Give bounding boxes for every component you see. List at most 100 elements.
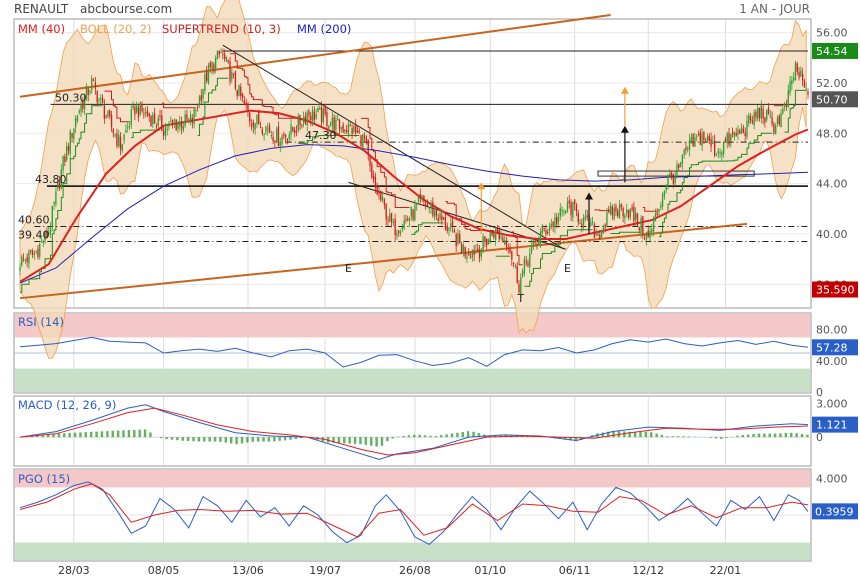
candle-body [94, 82, 97, 89]
candle-body [796, 63, 798, 72]
candle-body [778, 115, 780, 125]
candle-body [65, 146, 68, 160]
candle-body [593, 224, 596, 238]
candle-body [487, 239, 490, 245]
candle-body [22, 258, 25, 260]
candle-body [800, 70, 802, 77]
candle-body [423, 195, 425, 202]
candle-body [453, 229, 456, 233]
candle-body [647, 230, 649, 238]
candle-body [28, 251, 30, 264]
candle-body [308, 110, 310, 116]
mm200-line [19, 144, 809, 284]
candle-body [177, 123, 179, 129]
candle-body [676, 164, 678, 176]
macd-histogram-bar [606, 431, 610, 438]
candle-body [292, 127, 294, 132]
candle-body [256, 115, 258, 124]
macd-histogram-bar [192, 437, 195, 442]
candle-body [206, 71, 208, 81]
candle-body [617, 210, 619, 217]
candle-body [71, 133, 73, 138]
macd-y-tick: 0 [816, 431, 823, 444]
candle-body [24, 259, 27, 261]
candle-body [35, 250, 37, 252]
macd-histogram-bar [251, 437, 254, 442]
candle-body [600, 231, 603, 237]
macd-histogram-bar [800, 433, 804, 438]
x-tick-label: 01/10 [474, 564, 506, 577]
level-label: 47.30 [305, 129, 337, 142]
candle-body [726, 133, 728, 144]
candle-body [268, 125, 271, 133]
candle-body [74, 118, 77, 128]
macd-histogram-bar [633, 431, 637, 438]
macd-histogram-bar [434, 435, 438, 438]
candle-body [518, 284, 520, 293]
candle-body [525, 260, 527, 263]
candle-body [733, 132, 736, 137]
candle-body [227, 59, 229, 62]
x-tick-label: 08/05 [148, 564, 180, 577]
candle-body [642, 216, 644, 236]
macd-histogram-bar [176, 437, 179, 441]
candle-body [441, 215, 443, 220]
candle-body [762, 108, 764, 119]
candle-body [189, 114, 192, 121]
pgo-signal-line [19, 483, 809, 538]
candle-body [37, 248, 39, 257]
candle-body [141, 105, 143, 112]
supertrend-segment [594, 209, 609, 212]
candle-body [498, 229, 500, 240]
candle-body [250, 123, 253, 125]
candle-body [44, 230, 46, 241]
candle-body [520, 277, 522, 296]
macd-histogram-bar [133, 429, 136, 438]
macd-histogram-bar [391, 437, 394, 439]
candle-body [455, 234, 457, 247]
candle-body [694, 137, 696, 147]
candle-body [643, 238, 646, 240]
candle-body [719, 152, 721, 154]
macd-histogram-bar [375, 437, 378, 447]
macd-y-tick: 3.000 [816, 398, 848, 411]
candle-body [688, 140, 691, 151]
candle-body [304, 115, 307, 124]
candle-body [130, 109, 132, 125]
candle-body [435, 210, 438, 216]
candle-body [561, 210, 563, 212]
candle-body [51, 205, 53, 226]
candle-body [552, 221, 554, 228]
candle-body [477, 248, 479, 251]
macd-histogram-bar [359, 437, 362, 445]
candle-body [232, 74, 235, 76]
candle-body [100, 97, 102, 100]
candle-body [175, 119, 177, 131]
candle-body [82, 101, 84, 109]
candle-body [89, 90, 91, 93]
candle-body [419, 194, 421, 199]
macd-histogram-bar [402, 435, 405, 438]
ticker-title: RENAULT [14, 2, 69, 16]
candle-body [283, 134, 285, 136]
candle-body [742, 128, 745, 134]
candle-body [785, 104, 788, 107]
candle-body [363, 135, 366, 139]
candle-body [195, 110, 197, 112]
candle-body [530, 245, 533, 252]
candle-body [338, 119, 341, 130]
signal-arrow-head [620, 86, 629, 94]
candle-body [96, 91, 98, 103]
macd-histogram-bar [68, 432, 71, 438]
candle-body [390, 212, 393, 223]
macd-histogram-bar [343, 437, 346, 444]
macd-histogram-bar [768, 433, 771, 438]
candle-body [611, 206, 614, 216]
macd-histogram-bar [95, 431, 98, 438]
x-tick-label: 28/03 [58, 564, 90, 577]
candle-body [360, 134, 362, 147]
macd-histogram-bar [714, 437, 718, 439]
candle-body [198, 96, 201, 106]
candle-body [545, 230, 547, 235]
candle-body [683, 149, 685, 155]
